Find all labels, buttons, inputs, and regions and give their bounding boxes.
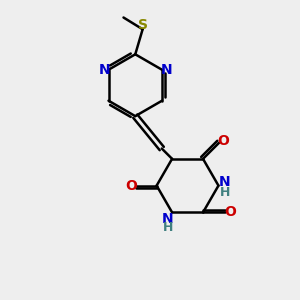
Text: O: O xyxy=(125,178,137,193)
Text: H: H xyxy=(163,221,173,234)
Text: S: S xyxy=(138,18,148,32)
Text: N: N xyxy=(162,212,173,226)
Text: N: N xyxy=(99,63,110,77)
Text: N: N xyxy=(160,63,172,77)
Text: N: N xyxy=(219,175,231,189)
Text: H: H xyxy=(220,187,230,200)
Text: O: O xyxy=(224,206,236,219)
Text: O: O xyxy=(218,134,230,148)
